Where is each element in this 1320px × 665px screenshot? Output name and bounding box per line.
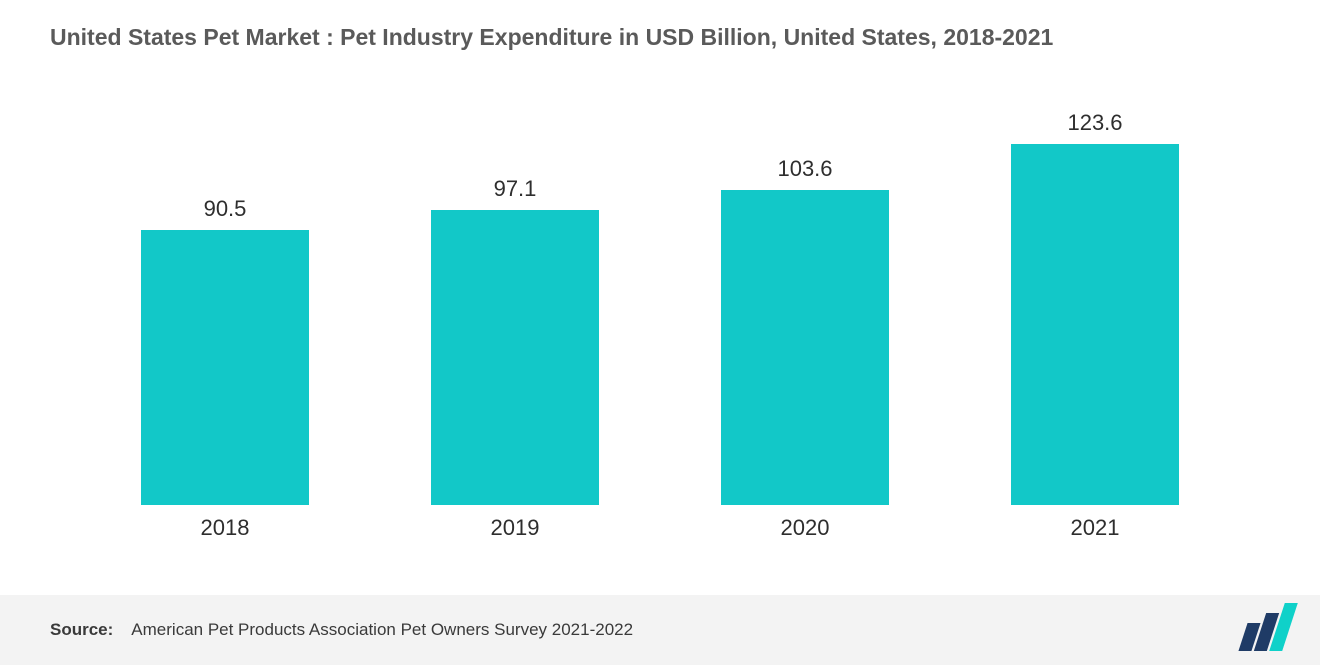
bar-rect <box>721 190 889 505</box>
bar-value-label: 97.1 <box>494 176 537 202</box>
source-text: American Pet Products Association Pet Ow… <box>131 620 633 640</box>
source-footer: Source: American Pet Products Associatio… <box>0 595 1320 665</box>
bar-value-label: 123.6 <box>1067 110 1122 136</box>
bar-rect <box>1011 144 1179 505</box>
bar-category-label: 2019 <box>491 515 540 541</box>
brand-logo-icon <box>1243 603 1290 651</box>
bar-value-label: 90.5 <box>204 196 247 222</box>
bar-category-label: 2021 <box>1071 515 1120 541</box>
bar-value-label: 103.6 <box>777 156 832 182</box>
source-label: Source: <box>50 620 113 640</box>
bar-rect <box>141 230 309 505</box>
bar-category-label: 2018 <box>201 515 250 541</box>
bar-group: 97.12019 <box>370 110 660 505</box>
bar-category-label: 2020 <box>781 515 830 541</box>
chart-title: United States Pet Market : Pet Industry … <box>50 24 1270 51</box>
bar-group: 123.62021 <box>950 110 1240 505</box>
bar-group: 103.62020 <box>660 110 950 505</box>
chart-stage: United States Pet Market : Pet Industry … <box>0 0 1320 665</box>
bar-chart: 90.5201897.12019103.62020123.62021 <box>80 110 1240 505</box>
chart-title-text: United States Pet Market : Pet Industry … <box>50 24 1053 50</box>
bar-group: 90.52018 <box>80 110 370 505</box>
bar-rect <box>431 210 599 505</box>
